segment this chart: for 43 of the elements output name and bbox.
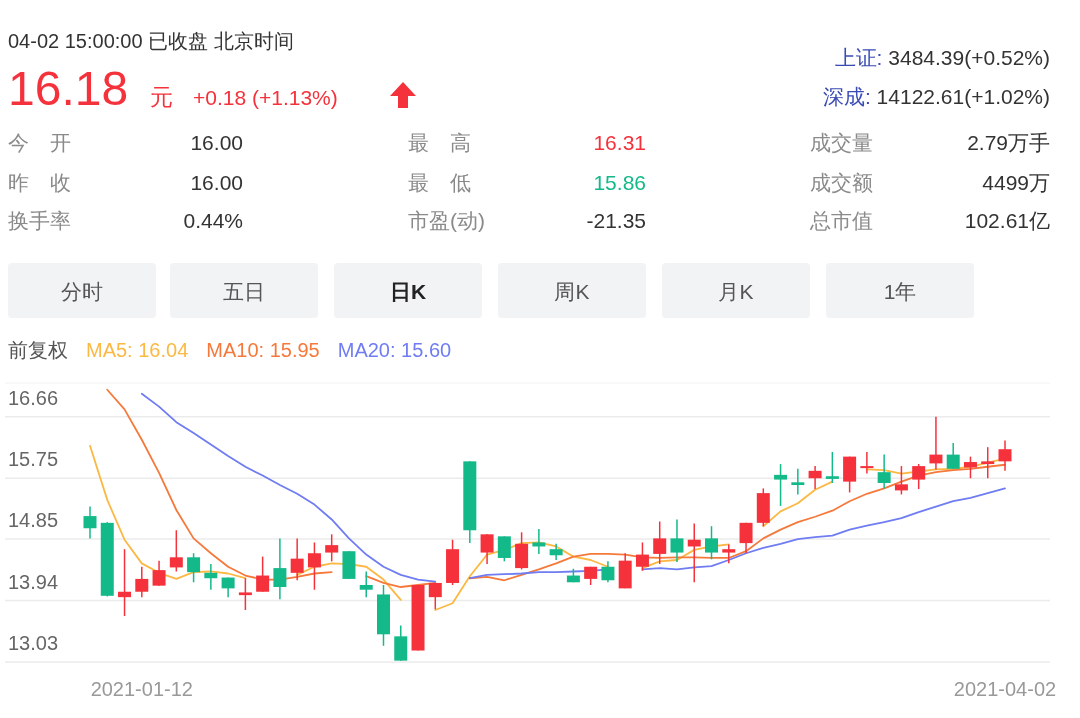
text: +0.18 (+1.13%) (193, 86, 338, 109)
text: 16.00 (190, 131, 243, 154)
y-tick-label: 13.03 (8, 632, 59, 654)
x-tick-label: 2021-04-02 (953, 678, 1057, 700)
text: 上证: (834, 46, 883, 69)
legend-title: 前复权 (8, 339, 68, 361)
text: 换手率 (8, 209, 71, 232)
text: 最 高 (408, 131, 471, 154)
text: 深成: (822, 85, 871, 108)
text: MA5: 16.04 (86, 339, 189, 361)
y-tick-label: 14.85 (8, 509, 59, 532)
text: 昨 收 (8, 171, 71, 194)
text: 0.44% (183, 209, 243, 232)
text: 04-02 15:00:00 已收盘 北京时间 (8, 30, 294, 52)
text: 最 低 (408, 171, 471, 194)
text: 16.18 (8, 62, 129, 115)
text: 15.86 (593, 171, 646, 194)
text: 1年 (883, 280, 917, 303)
text: 14122.61(+1.02%) (870, 85, 1050, 108)
y-tick-label: 15.75 (8, 448, 59, 471)
text: 102.61亿 (964, 209, 1050, 232)
text: 日K (389, 280, 427, 303)
y-tick-label: 16.66 (8, 386, 59, 409)
text: 16.00 (190, 171, 243, 194)
text: 元 (150, 84, 173, 110)
text: 成交量 (810, 131, 873, 154)
text: 周K (554, 280, 590, 303)
text: 2.79万手 (967, 131, 1050, 154)
text: 今 开 (8, 131, 71, 154)
text: 分时 (61, 280, 103, 303)
y-tick-label: 13.94 (8, 570, 59, 593)
text: 总市值 (809, 209, 873, 232)
text: 4499万 (982, 171, 1050, 194)
text: 月K (718, 280, 754, 303)
text: 市盈(动) (408, 209, 485, 232)
text: -21.35 (586, 209, 646, 232)
text: 3484.39(+0.52%) (882, 46, 1050, 69)
text: 16.31 (593, 131, 646, 154)
text: MA10: 15.95 (206, 339, 320, 361)
text: 成交额 (810, 171, 873, 194)
text: MA20: 15.60 (337, 339, 452, 361)
x-tick-label: 2021-01-12 (90, 678, 193, 700)
text: 五日 (223, 280, 265, 303)
